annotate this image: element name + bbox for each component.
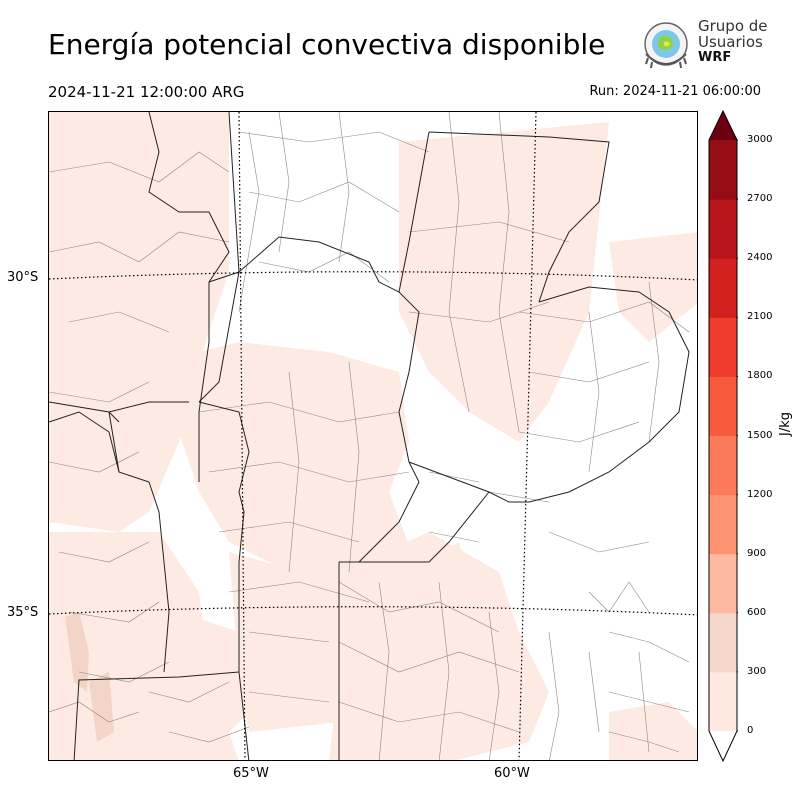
colorbar-svg bbox=[708, 109, 741, 763]
graticule bbox=[49, 112, 697, 760]
colorbar-tick-label: 0 bbox=[747, 725, 754, 736]
colorbar-tick-label: 1800 bbox=[747, 370, 773, 382]
colorbar-segment bbox=[709, 612, 737, 673]
logo: Grupo de Usuarios WRF bbox=[638, 18, 768, 74]
colorbar-tick-label: 2700 bbox=[747, 193, 773, 205]
lon-label-65w: 65°W bbox=[233, 766, 269, 781]
valid-time: 2024-11-21 12:00:00 ARG bbox=[48, 83, 245, 101]
logo-line-2: Usuarios bbox=[698, 33, 763, 51]
colorbar-segment bbox=[709, 553, 737, 614]
colorbar-extend-max bbox=[709, 111, 737, 140]
colorbar-segment bbox=[709, 494, 737, 555]
colorbar-tick-label: 2400 bbox=[747, 252, 773, 264]
lat-label-35s: 35°S bbox=[7, 605, 39, 620]
colorbar-tick-label: 300 bbox=[747, 665, 767, 677]
map-panel[interactable] bbox=[48, 111, 698, 761]
colorbar-tick-label: 900 bbox=[747, 547, 767, 559]
colorbar-unit: J/kg bbox=[778, 412, 793, 436]
lon-label-60w: 60°W bbox=[494, 766, 530, 781]
colorbar bbox=[708, 109, 741, 763]
map-canvas bbox=[49, 112, 697, 760]
colorbar-segment bbox=[709, 258, 737, 318]
colorbar-extend-min bbox=[709, 731, 737, 761]
colorbar-tick-label: 600 bbox=[747, 606, 767, 618]
cape-shading-300 bbox=[65, 612, 114, 742]
logo-line-3: WRF bbox=[698, 50, 732, 65]
colorbar-segment bbox=[709, 435, 737, 496]
colorbar-segment bbox=[709, 199, 737, 259]
province-borders bbox=[49, 112, 690, 760]
colorbar-segment bbox=[709, 140, 737, 200]
logo-globe-icon bbox=[644, 22, 688, 69]
colorbar-tick-label: 1200 bbox=[747, 488, 773, 500]
department-borders bbox=[49, 112, 690, 760]
colorbar-segment bbox=[709, 671, 737, 732]
colorbar-tick-label: 2100 bbox=[747, 311, 773, 323]
logo-line-1: Grupo de bbox=[698, 17, 768, 35]
lat-label-30s: 30°S bbox=[7, 270, 39, 285]
run-time: Run: 2024-11-21 06:00:00 bbox=[589, 84, 761, 99]
logo-text: Grupo de Usuarios WRF bbox=[698, 18, 768, 66]
colorbar-tick-label: 3000 bbox=[747, 134, 773, 145]
colorbar-segment bbox=[709, 317, 737, 377]
colorbar-segment bbox=[709, 376, 737, 436]
page-title: Energía potencial convectiva disponible bbox=[48, 28, 606, 61]
colorbar-tick-label: 1500 bbox=[747, 429, 773, 441]
